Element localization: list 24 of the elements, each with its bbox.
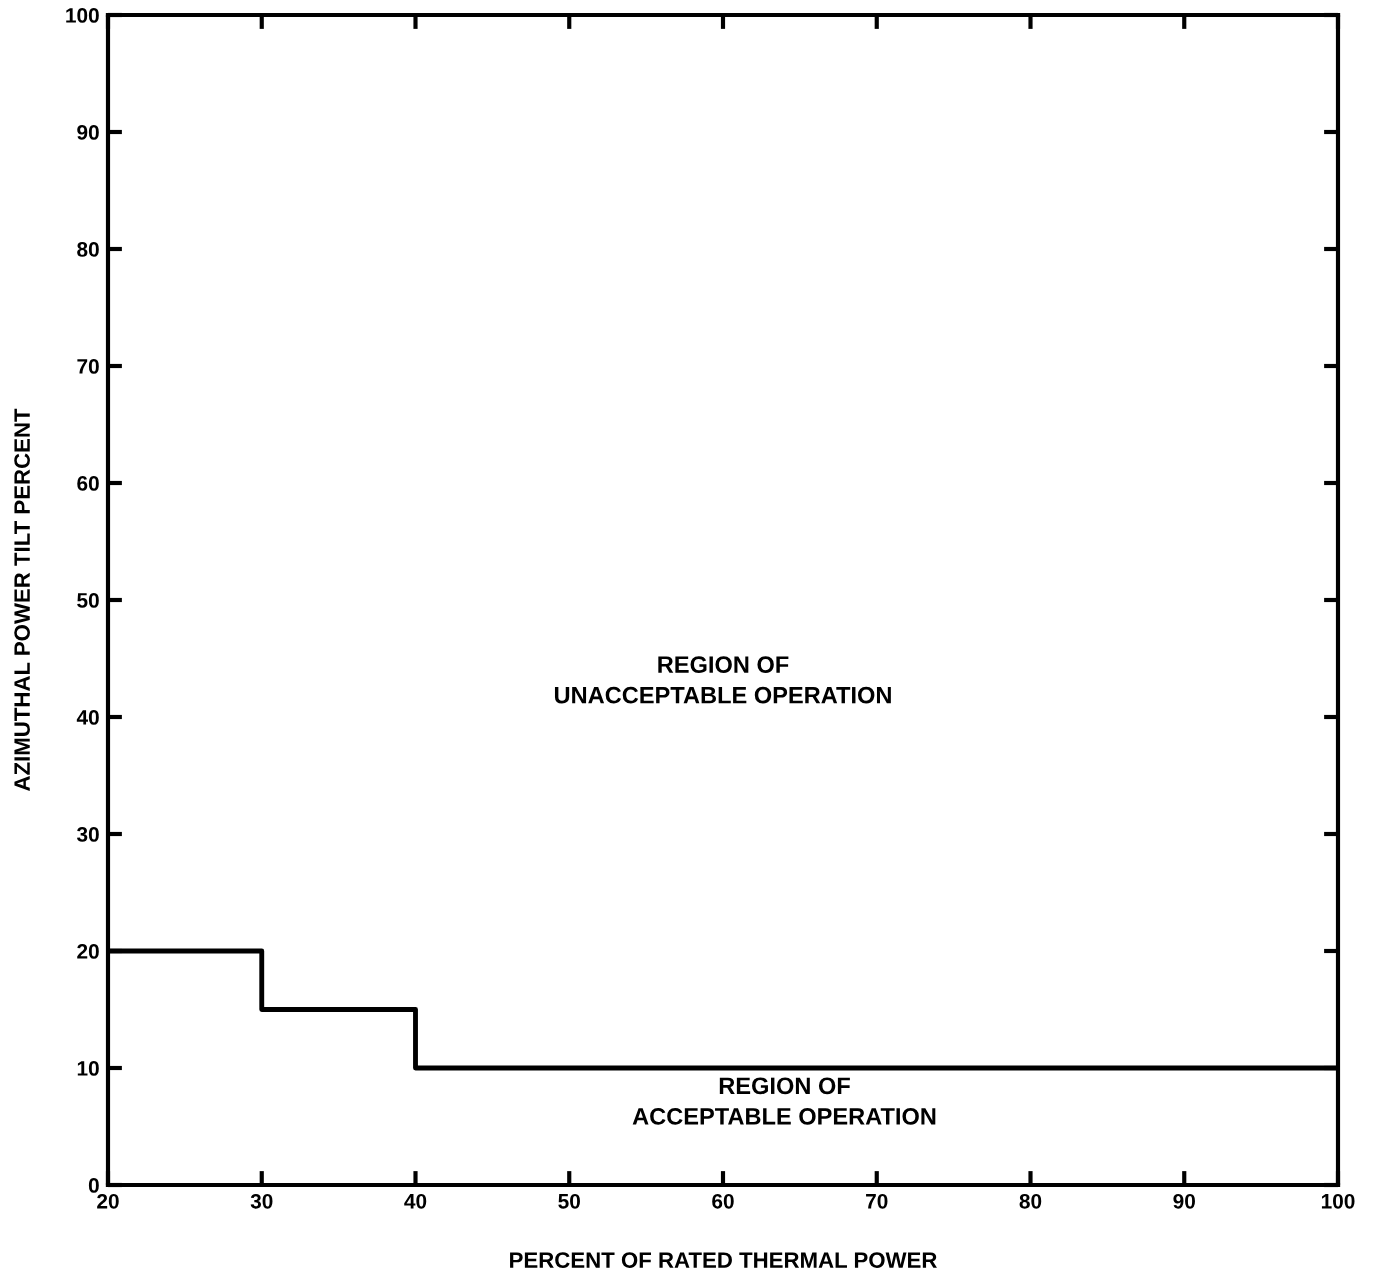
y-tick-label: 60 (77, 476, 99, 491)
y-tick-label: 70 (77, 359, 99, 374)
annotation: REGION OF ACCEPTABLE OPERATION (632, 1077, 936, 1125)
y-tick-label: 90 (77, 125, 99, 140)
x-tick-label: 50 (558, 1193, 580, 1209)
annotation: REGION OF UNACCEPTABLE OPERATION (554, 656, 891, 704)
x-tick-label: 40 (404, 1193, 427, 1209)
y-tick-label: 50 (77, 593, 99, 608)
y-tick-label: 40 (76, 710, 99, 725)
x-tick-label: 90 (1173, 1193, 1195, 1209)
y-axis-title: AZIMUTHAL POWER TILT PERCENT (14, 408, 30, 792)
y-tick-label: 30 (76, 827, 99, 842)
y-tick-label: 10 (77, 1061, 99, 1076)
y-tick-label: 0 (88, 1178, 99, 1193)
y-tick-label: 20 (77, 944, 99, 959)
x-tick-label: 70 (866, 1193, 888, 1209)
x-tick-label: 100 (1321, 1193, 1355, 1209)
x-tick-label: 20 (97, 1193, 119, 1209)
x-tick-label: 80 (1019, 1193, 1042, 1209)
x-tick-label: 60 (712, 1193, 734, 1209)
y-tick-label: 80 (77, 242, 99, 257)
x-axis-title: PERCENT OF RATED THERMAL POWER (510, 1252, 937, 1268)
y-tick-label: 100 (66, 8, 99, 23)
x-tick-label: 30 (250, 1193, 273, 1209)
